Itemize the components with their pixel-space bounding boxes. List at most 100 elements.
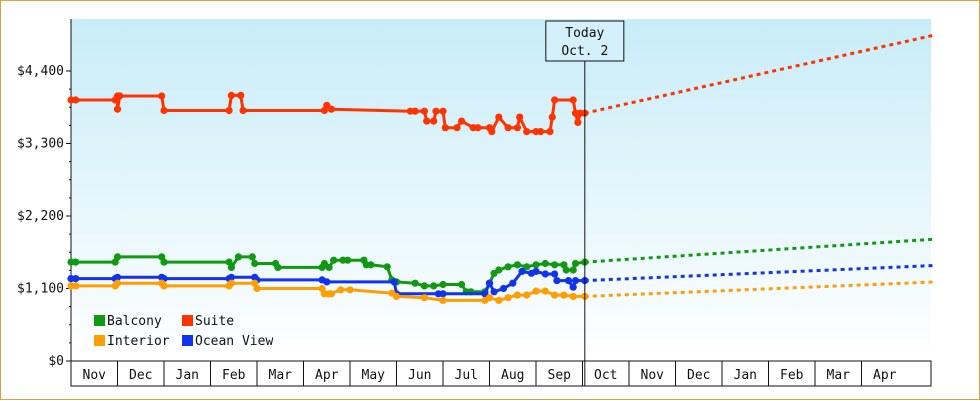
y-tick-label: $4,400	[17, 64, 64, 79]
series-forecast-line	[584, 263, 936, 283]
data-point	[574, 118, 582, 126]
data-point	[504, 294, 512, 302]
data-point	[495, 296, 503, 304]
x-tick-label: Nov	[83, 368, 107, 383]
data-point	[509, 279, 517, 287]
data-point	[116, 92, 124, 100]
data-point	[551, 270, 559, 278]
data-point	[495, 113, 503, 121]
x-tick-label: Apr	[315, 368, 339, 383]
x-tick-label: Aug	[501, 368, 524, 383]
data-point	[560, 291, 568, 299]
y-tick-label: $2,200	[17, 209, 64, 224]
data-point	[327, 290, 335, 298]
series-forecast-line	[584, 280, 936, 298]
data-point	[113, 273, 122, 281]
data-point	[569, 96, 577, 104]
x-axis-band	[70, 360, 932, 387]
data-point	[541, 259, 549, 268]
today-label: Today	[565, 26, 604, 41]
data-point	[551, 291, 559, 299]
data-point	[458, 117, 466, 125]
data-point	[330, 256, 338, 264]
data-point	[72, 275, 80, 283]
series-forecast-line	[584, 33, 937, 115]
data-point	[383, 263, 391, 271]
series-suite	[67, 33, 937, 136]
data-point	[274, 263, 282, 271]
data-point	[432, 107, 440, 115]
data-point	[571, 277, 580, 285]
data-point	[337, 286, 345, 294]
x-tick-label: Jan	[176, 368, 199, 383]
data-point	[420, 282, 428, 290]
data-point	[227, 279, 235, 287]
data-point	[513, 124, 522, 132]
data-point	[72, 258, 80, 266]
x-tick-label: Dec	[129, 368, 152, 383]
data-point	[367, 261, 375, 269]
legend-label: Balcony	[107, 314, 162, 329]
data-point	[513, 291, 522, 299]
series-forecast-line	[584, 237, 936, 264]
data-point	[548, 113, 556, 121]
data-point	[346, 286, 354, 294]
data-point	[541, 270, 549, 278]
x-tick-label: Dec	[687, 368, 710, 383]
axes: $0 $1,100 $2,200 $3,300 $4,400 Nov Dec Jan Feb Ma…	[17, 19, 932, 387]
data-point	[160, 258, 168, 266]
data-point	[523, 128, 531, 136]
x-tick-label: Mar	[827, 368, 851, 383]
today-marker: Today Oct. 2	[545, 20, 625, 386]
data-point	[72, 282, 80, 290]
x-tick-label: Jan	[734, 368, 757, 383]
data-point	[248, 253, 256, 261]
data-point	[518, 267, 526, 275]
plot-background	[71, 19, 931, 361]
data-point	[439, 296, 447, 304]
data-point	[323, 278, 331, 286]
data-point	[227, 263, 235, 271]
data-point	[523, 263, 531, 271]
data-point	[458, 280, 466, 289]
legend-swatch	[182, 335, 193, 346]
today-date: Oct. 2	[561, 44, 608, 59]
x-tick-label: Sep	[548, 368, 572, 383]
legend-swatch	[94, 315, 105, 326]
data-point	[490, 288, 498, 296]
data-point	[227, 91, 235, 99]
data-point	[532, 287, 540, 295]
data-point	[499, 284, 508, 293]
legend-label: Interior	[107, 334, 170, 349]
data-point	[523, 291, 531, 299]
data-point	[420, 294, 428, 302]
data-point	[541, 287, 549, 295]
data-point	[562, 266, 570, 274]
x-tick-label: Jul	[455, 368, 478, 383]
data-point	[569, 266, 577, 274]
data-point	[227, 273, 235, 281]
data-point	[237, 91, 245, 99]
today-box	[545, 20, 625, 62]
data-point	[441, 124, 449, 132]
legend-swatch	[182, 315, 193, 326]
legend-label: Suite	[195, 314, 234, 329]
data-point	[569, 283, 577, 291]
x-tick-label: Oct	[594, 368, 617, 383]
data-point	[113, 279, 122, 287]
data-point	[485, 279, 494, 287]
data-point	[420, 107, 428, 115]
x-tick-label: Feb	[780, 368, 804, 383]
data-point	[411, 107, 419, 115]
series-interior	[67, 279, 936, 304]
data-point	[485, 294, 494, 302]
legend: Balcony Suite Interior Ocean View	[94, 314, 273, 349]
data-point	[392, 292, 401, 300]
data-point	[551, 96, 559, 104]
x-tick-label: Feb	[222, 368, 246, 383]
x-tick-label: Apr	[873, 368, 897, 383]
data-point	[537, 128, 545, 136]
data-point	[564, 277, 573, 285]
x-tick-label: Mar	[269, 368, 293, 383]
